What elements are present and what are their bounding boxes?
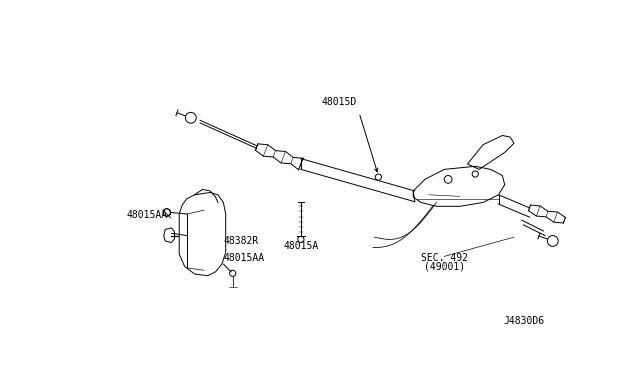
Circle shape — [547, 235, 558, 246]
Text: 48015AA: 48015AA — [127, 210, 168, 220]
Text: 48015D: 48015D — [322, 97, 357, 107]
Circle shape — [444, 176, 452, 183]
Text: SEC. 492: SEC. 492 — [420, 253, 468, 263]
Circle shape — [472, 171, 478, 177]
Circle shape — [186, 112, 196, 123]
Text: 48015AA: 48015AA — [223, 253, 264, 263]
Circle shape — [375, 174, 381, 180]
Text: (49001): (49001) — [424, 262, 465, 272]
Text: J4830D6: J4830D6 — [504, 316, 545, 326]
Text: 48015A: 48015A — [284, 241, 319, 251]
Text: 48382R: 48382R — [223, 235, 259, 246]
